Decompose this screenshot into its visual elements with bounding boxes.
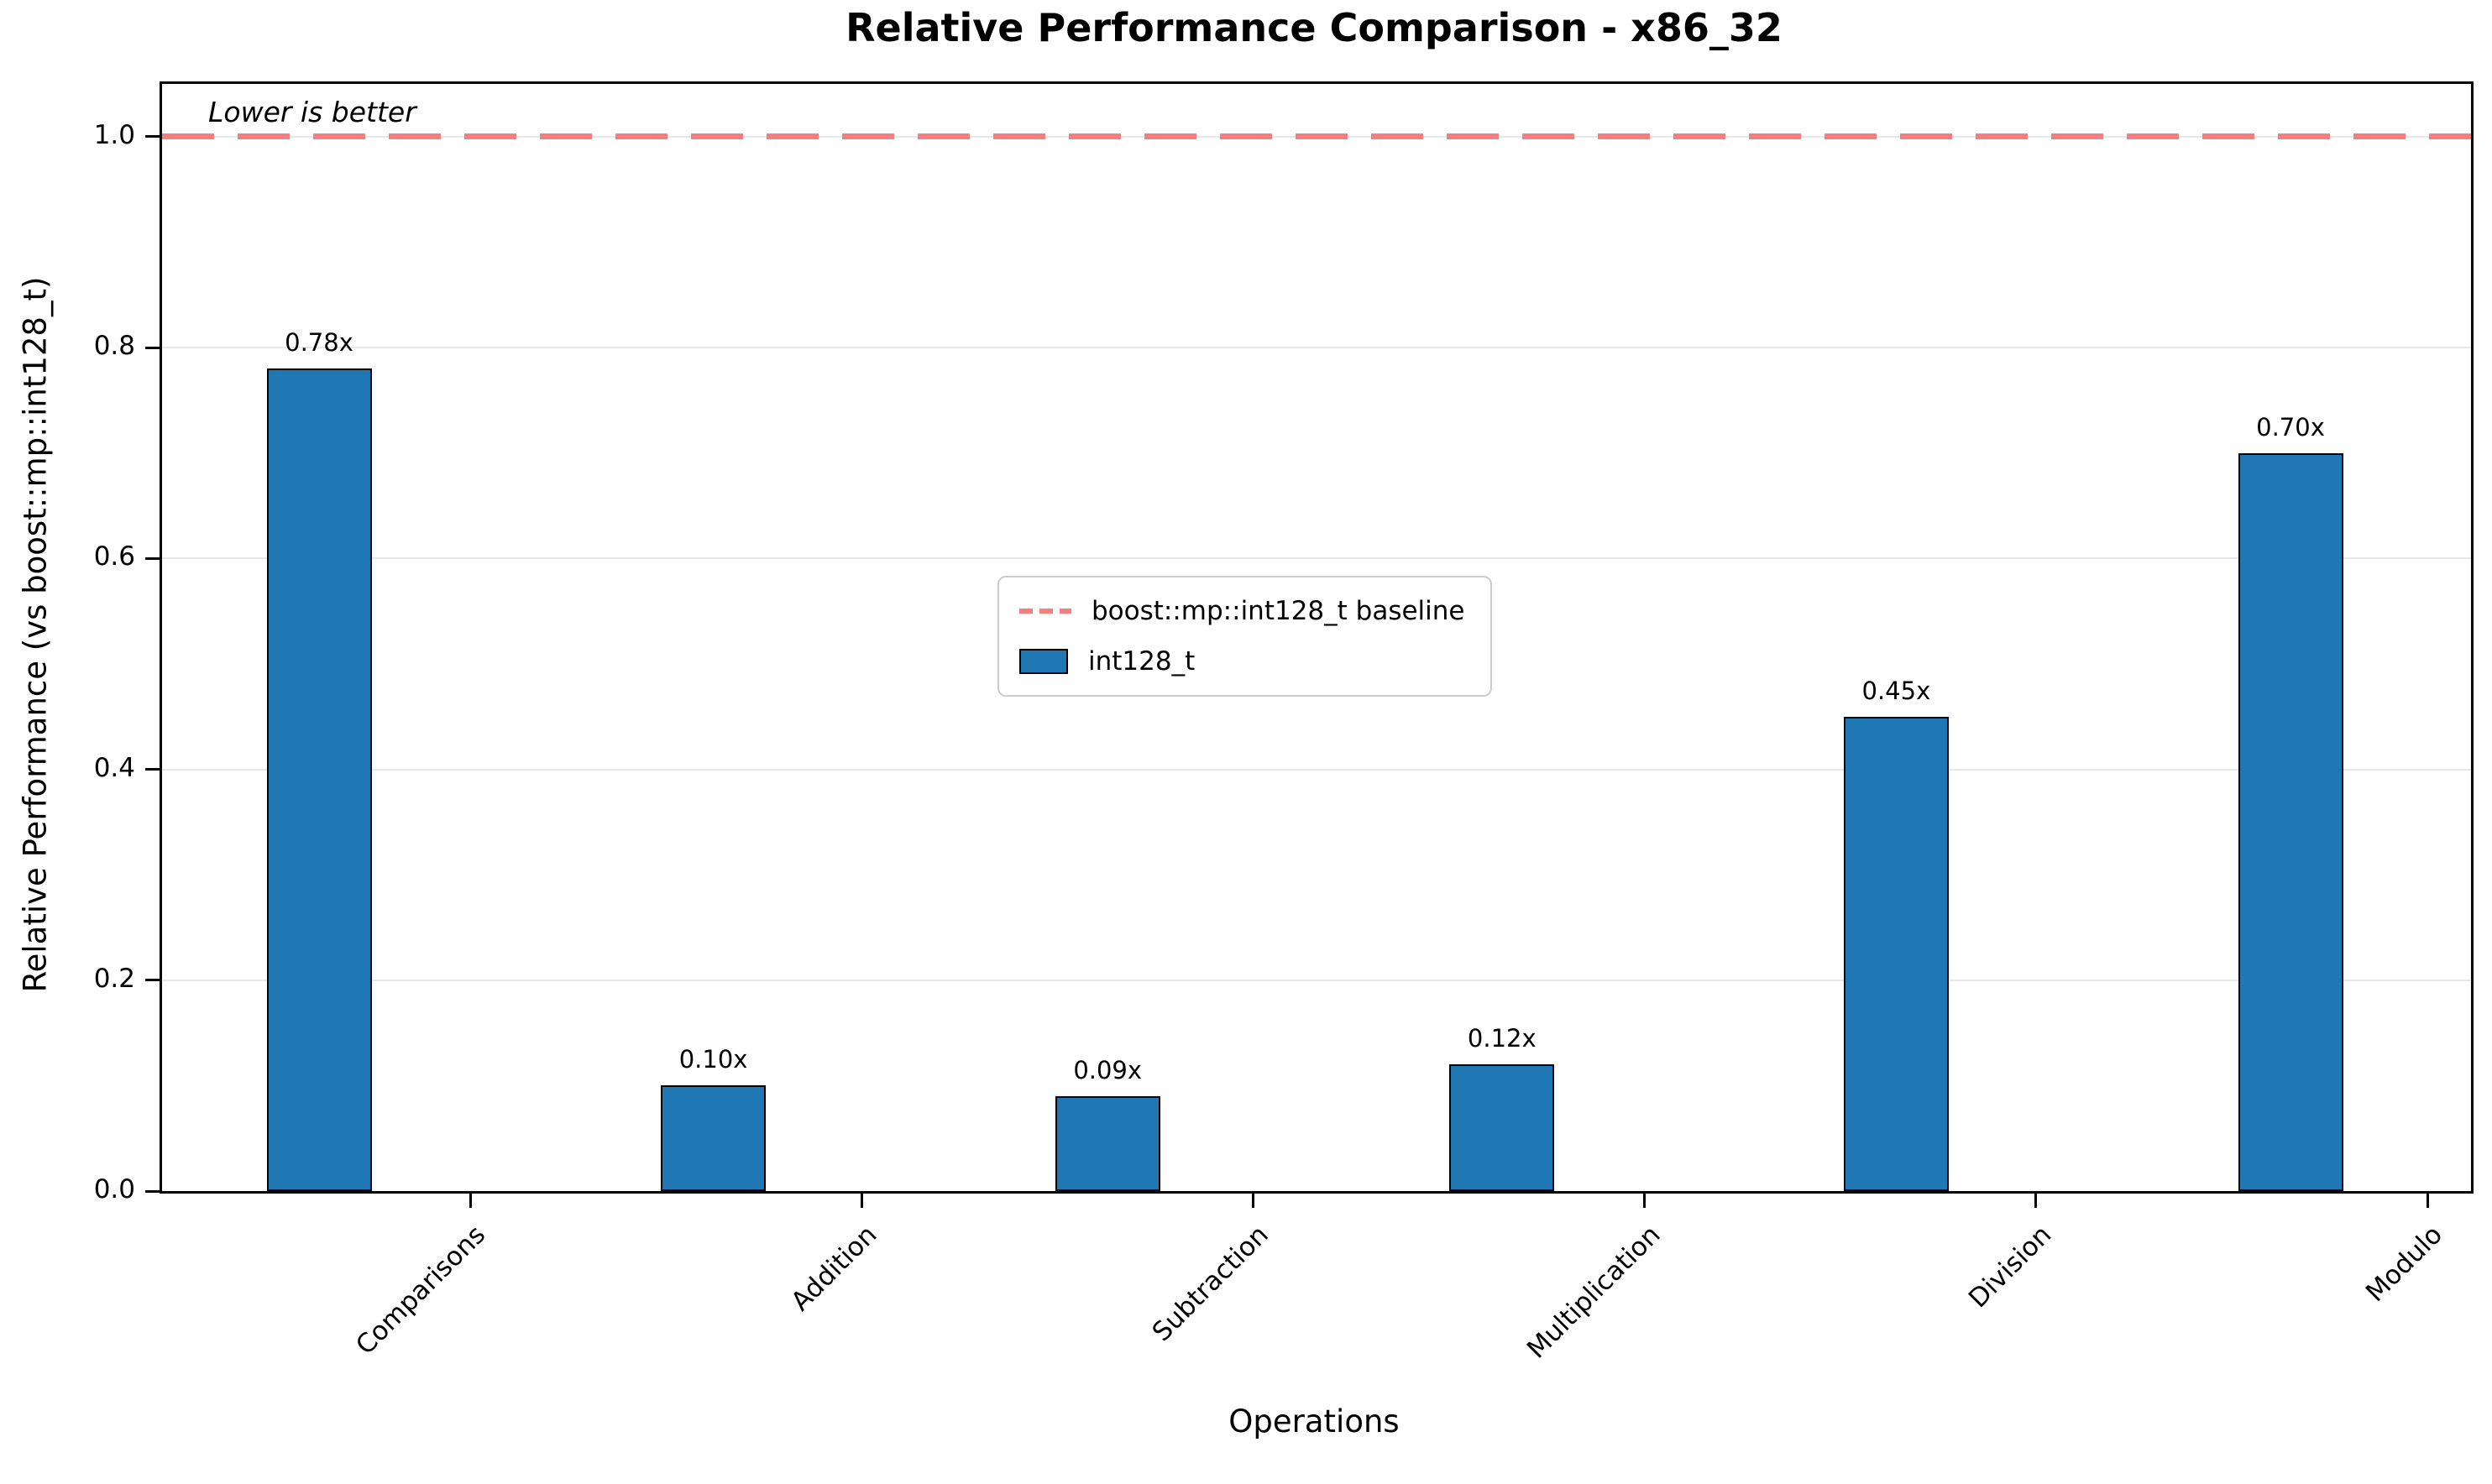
x-tick-label: Modulo (2360, 1220, 2449, 1309)
legend-item-baseline: boost::mp::int128_t baseline (1019, 596, 1465, 626)
x-tick-label: Comparisons (350, 1220, 492, 1361)
x-tick (1251, 1191, 1254, 1208)
gridline (162, 979, 2471, 981)
chart-title: Relative Performance Comparison - x86_32 (846, 5, 1783, 50)
bar-value-label: 0.45x (1861, 676, 1931, 705)
bar (2238, 452, 2343, 1191)
x-tick (2426, 1191, 2429, 1208)
y-tick (145, 768, 162, 771)
lower-is-better-annotation: Lower is better (208, 96, 416, 128)
baseline-dash-icon (1019, 609, 1071, 614)
plot-area: Lower is better 0.78x 0.10x 0.09x 0.12x 0.45… (94, 81, 2474, 1365)
x-tick (1643, 1191, 1646, 1208)
bar-value-label: 0.70x (2256, 412, 2325, 442)
legend-baseline-label: boost::mp::int128_t baseline (1092, 596, 1465, 626)
bar (266, 368, 372, 1191)
series-swatch-icon (1019, 649, 1068, 674)
x-axis-label: Operations (1228, 1403, 1400, 1440)
x-tick (860, 1191, 863, 1208)
bar (1055, 1095, 1160, 1191)
legend-series-label: int128_t (1088, 646, 1196, 677)
x-tick (2034, 1191, 2038, 1208)
bar (1449, 1064, 1555, 1191)
y-tick-label: 0.0 (93, 1174, 135, 1204)
y-tick (145, 346, 162, 349)
y-tick (145, 979, 162, 982)
x-tick-label: Addition (785, 1220, 883, 1317)
gridline (162, 768, 2471, 771)
legend-item-series: int128_t (1019, 646, 1465, 677)
y-tick-label: 1.0 (93, 119, 135, 150)
bar-value-label: 0.09x (1073, 1055, 1143, 1084)
x-tick-label: Multiplication (1521, 1220, 1667, 1365)
y-tick-label: 0.6 (93, 541, 135, 572)
x-tick-label: Division (1962, 1220, 2058, 1314)
y-tick (145, 1189, 162, 1193)
legend: boost::mp::int128_t baseline int128_t (997, 576, 1492, 697)
y-tick-label: 0.4 (93, 752, 135, 783)
x-tick-label: Subtraction (1146, 1220, 1275, 1348)
gridline (162, 557, 2471, 560)
gridline (162, 347, 2471, 349)
y-axis-label: Relative Performance (vs boost::mp::int1… (17, 276, 54, 993)
bar-value-label: 0.78x (285, 328, 353, 358)
bar (661, 1085, 767, 1191)
baseline-dashed-line (162, 133, 2471, 140)
x-tick (469, 1191, 472, 1208)
bar-value-label: 0.12x (1467, 1024, 1537, 1053)
y-tick (145, 135, 162, 138)
y-tick-label: 0.2 (93, 963, 135, 994)
bar (1843, 716, 1949, 1191)
y-tick (145, 556, 162, 560)
y-tick-label: 0.8 (93, 331, 135, 362)
bar-value-label: 0.10x (678, 1045, 748, 1074)
